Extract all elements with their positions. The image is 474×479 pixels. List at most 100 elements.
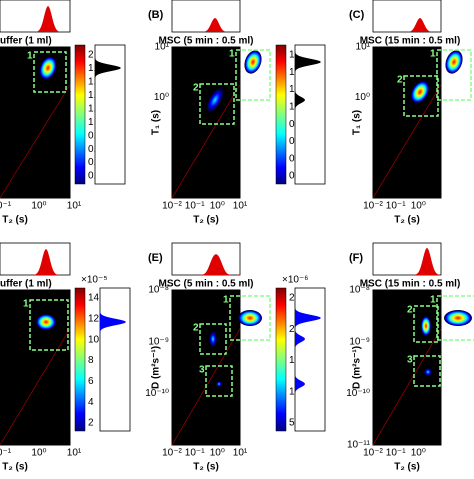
x-tick-label: 10⁰ — [411, 448, 426, 459]
peak-blob — [36, 314, 56, 330]
x-tick-label: 10⁰ — [210, 201, 225, 212]
panel: 1 2 (C) MSC (15 min : 0.5 ml) T₁ (s) 10¹ 10⁰ 10… — [349, 0, 472, 226]
peak-blob — [206, 87, 224, 113]
peak-blob — [421, 316, 431, 336]
panel-title: uffer (1 ml) — [0, 279, 52, 290]
region-label: 2 — [407, 305, 413, 316]
colorbar-exponent: ×10⁻⁵ — [81, 275, 107, 286]
y-axis-label: T₁ (s) — [151, 110, 162, 135]
colorbar-tick-label: 4 — [88, 397, 94, 408]
plot-area — [372, 46, 442, 199]
diagonal — [0, 84, 71, 199]
panel: 1 2 (B) MSC (5 min : 0.5 ml) T₁ (s) 10¹ 10⁰ 10⁻… — [148, 0, 326, 226]
y-tick-label: 10⁻¹⁰ — [145, 388, 169, 399]
projection-peak — [373, 247, 441, 275]
colorbar-tick-label: 2 — [88, 50, 94, 61]
colorbar — [74, 44, 86, 185]
top-projection — [171, 0, 241, 33]
y-tick-label: 10⁰ — [355, 92, 370, 103]
side-projection — [99, 287, 131, 432]
x-axis-label: T₂ (s) — [193, 215, 219, 226]
x-tick-label: 10¹ — [67, 448, 82, 459]
region-label: 3 — [407, 355, 413, 366]
panel-title: MSC (15 min : 0.5 ml) — [360, 279, 461, 290]
colorbar-tick-label: 1 — [289, 101, 295, 112]
side-projection — [294, 44, 326, 185]
y-tick-label: 10⁰ — [154, 92, 169, 103]
panel-label: (C) — [349, 9, 365, 21]
projection-peak — [172, 254, 240, 275]
plot-area — [171, 46, 241, 199]
x-tick-label: 0⁻¹ — [0, 201, 12, 212]
colorbar-tick-label: 14 — [88, 293, 100, 304]
region-box — [199, 323, 227, 355]
top-projection — [0, 242, 71, 276]
x-axis-label: T₂ (s) — [2, 462, 28, 473]
diagonal — [171, 84, 241, 199]
peak-blob — [424, 368, 432, 376]
region-label: 1 — [430, 295, 436, 306]
panel-title: MSC (15 min : 0.5 ml) — [360, 36, 461, 47]
y-tick-label: 10¹ — [356, 42, 371, 53]
diagonal — [372, 328, 442, 446]
diagonal — [0, 328, 71, 446]
panel: 1 2 3 (F) MSC (15 min : 0.5 ml) D (m²s⁻¹) 10⁻⁸… — [346, 242, 474, 473]
region-label: 1 — [23, 299, 29, 310]
region-box — [205, 365, 233, 397]
x-axis-label: T₂ (s) — [394, 215, 420, 226]
x-tick-label: 10⁻² — [363, 448, 383, 459]
y-tick-label: 10⁻⁸ — [148, 285, 169, 296]
peak-blob — [209, 331, 217, 347]
x-tick-label: 10¹ — [233, 448, 248, 459]
y-tick-label: 10⁻¹¹ — [347, 440, 371, 451]
x-tick-label: 10¹ — [233, 201, 248, 212]
x-axis-label: T₂ (s) — [193, 462, 219, 473]
top-projection — [372, 0, 442, 33]
region-label: 1 — [223, 295, 229, 306]
region-box — [229, 295, 271, 341]
y-tick-label: 10⁻¹⁰ — [346, 388, 370, 399]
region-label: 2 — [193, 323, 199, 334]
panel: 1 uffer (1 ml) 0⁻¹ 10⁰ 10¹ T₂ (s) ×10⁻⁵ 14 12 10 8… — [0, 242, 131, 473]
region-box — [199, 83, 235, 125]
y-axis-label: D (m²s⁻¹) — [151, 346, 162, 389]
y-axis-label: T₁ (s) — [352, 110, 363, 135]
y-tick-label: 10¹ — [155, 42, 170, 53]
x-tick-label: 10⁰ — [411, 201, 426, 212]
peak-blob — [410, 80, 430, 104]
side-peak — [295, 45, 321, 184]
top-projection — [0, 0, 71, 33]
x-tick-label: 10⁰ — [31, 201, 46, 212]
x-axis-label: T₂ (s) — [2, 215, 28, 226]
colorbar-tick-label: 2 — [88, 418, 94, 429]
panel: 1 2 3 (E) MSC (5 min : 0.5 ml) D (m²s⁻¹) 10⁻⁸ 1… — [145, 242, 326, 473]
region-box — [413, 355, 441, 387]
colorbar-tick-label: 8 — [88, 355, 94, 366]
y-tick-label: 10⁻⁹ — [349, 336, 370, 347]
colorbar-tick-label: 1 — [88, 117, 94, 128]
peak-blob — [216, 381, 222, 387]
peak-blob — [244, 50, 262, 74]
region-label: 3 — [199, 365, 205, 376]
y-axis-label: D (m²s⁻¹) — [352, 346, 363, 389]
panel-title: MSC (5 min : 0.5 ml) — [158, 36, 253, 47]
plot-area — [372, 289, 442, 446]
x-tick-label: 10⁻² — [363, 201, 383, 212]
region-box — [436, 295, 474, 341]
peak-blob — [39, 56, 57, 80]
panel-title: uffer (1 ml) — [0, 36, 52, 47]
x-tick-label: 10⁰ — [210, 448, 225, 459]
peak-blob — [445, 50, 463, 74]
panel-label: (B) — [148, 9, 164, 21]
region-box — [413, 305, 439, 343]
colorbar-tick-label: 6 — [88, 376, 94, 387]
region-label: 2 — [193, 83, 199, 94]
region-label: 1 — [229, 49, 235, 60]
side-projection — [294, 287, 326, 432]
x-tick-label: 10⁻¹ — [185, 201, 205, 212]
panel-title: MSC (5 min : 0.5 ml) — [158, 279, 253, 290]
region-box — [29, 299, 69, 351]
side-peak — [100, 288, 126, 431]
panel-label: (E) — [148, 252, 163, 264]
